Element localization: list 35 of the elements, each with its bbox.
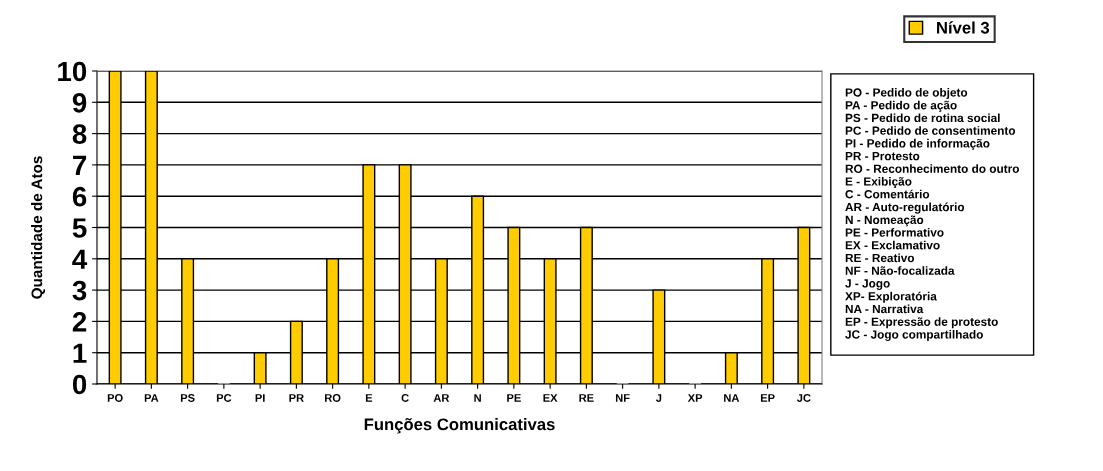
x-tick-label: NA xyxy=(724,394,740,402)
x-tick-label: PR xyxy=(289,394,304,402)
y-tick-label: 10 xyxy=(58,61,87,82)
x-tick-label: NF xyxy=(615,394,630,402)
x-tick-label: PI xyxy=(255,394,265,402)
x-tick-label: PE xyxy=(507,394,521,402)
y-tick-label: 7 xyxy=(73,155,87,175)
x-tick-label: EP xyxy=(760,394,775,402)
y-tick-label: 9 xyxy=(72,92,87,113)
x-tick-label: PA xyxy=(144,394,159,402)
y-tick-label: 4 xyxy=(72,249,88,269)
y-tick-label: 5 xyxy=(72,218,87,238)
x-tick-label: N xyxy=(474,394,481,402)
text: PO - Pedido de objeto PA - Pedido de ação PS - Pedido de rotina social PC - Pedido de consentimento PI - Pedido de informação PR - Protesto RO - Reconhecimento do outro E - Exibição C - Comentário AR - Auto-regulatório N - Nomeação PE - Performativo EX - Exclamativo RE - Reativo NF - Não-focalizada J - Jogo XP- Exploratória NA - Narrativa EP - Expressão de protesto JC - Jogo compartilhado xyxy=(845,88,1019,342)
x-tick-label: EX xyxy=(543,394,558,402)
y-tick-label: 6 xyxy=(72,186,87,207)
x-tick-label: RE xyxy=(579,394,594,402)
x-tick-label: JC xyxy=(796,394,811,402)
x-tick-label: AR xyxy=(433,394,450,402)
y-axis-title: Quantidade de Atos xyxy=(31,156,46,299)
legend-label: Nível 3 xyxy=(937,21,990,34)
x-tick-label: PO xyxy=(107,394,123,402)
x-tick-label: RO xyxy=(325,394,341,402)
y-tick-label: 3 xyxy=(72,280,87,301)
x-tick-label: E xyxy=(365,394,373,402)
x-tick-label: J xyxy=(655,394,662,402)
y-tick-label: 2 xyxy=(72,312,87,332)
y-tick-label: 8 xyxy=(72,124,87,144)
x-tick-label: PS xyxy=(180,394,195,402)
x-tick-label: C xyxy=(401,394,409,402)
x-axis-title: Funções Comunicativas xyxy=(364,417,555,434)
x-tick-label: PC xyxy=(216,394,232,402)
x-tick-label: XP xyxy=(687,394,703,402)
y-tick-label: 0 xyxy=(72,374,87,395)
y-tick-label: 1 xyxy=(73,343,87,363)
